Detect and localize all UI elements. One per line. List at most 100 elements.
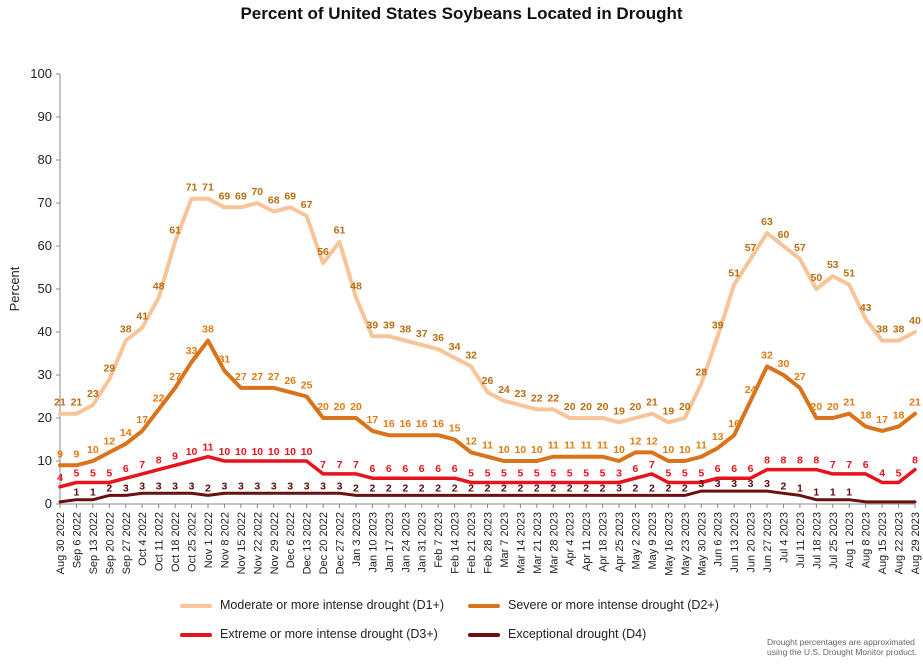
data-label: 2 xyxy=(633,482,639,494)
data-label: 6 xyxy=(633,463,639,475)
data-label: 20 xyxy=(317,401,329,413)
data-label: 27 xyxy=(251,371,263,383)
data-label: 50 xyxy=(811,272,823,284)
data-label: 5 xyxy=(665,468,671,480)
data-label: 21 xyxy=(646,397,658,409)
x-tick-label: Dec 27 2022 xyxy=(335,512,347,574)
data-label: 20 xyxy=(630,401,642,413)
data-label: 38 xyxy=(202,324,214,336)
data-label: 10 xyxy=(301,446,313,458)
data-label: 3 xyxy=(189,480,195,492)
data-label: 2 xyxy=(600,482,606,494)
x-tick-label: Oct 4 2022 xyxy=(137,512,149,566)
data-label: 5 xyxy=(74,468,80,480)
data-label: 32 xyxy=(465,349,477,361)
data-label: 2 xyxy=(550,482,556,494)
data-label: 60 xyxy=(778,229,790,241)
x-tick-label: Jul 25 2023 xyxy=(828,512,840,569)
data-label: 5 xyxy=(567,468,573,480)
data-label: 16 xyxy=(416,418,428,430)
axes: 0 10 20 30 40 50 60 70 80 90 100 Percent Aug 30 2022… xyxy=(7,66,922,576)
data-label: 48 xyxy=(350,281,362,293)
x-tick-label: Oct 25 2022 xyxy=(187,512,199,572)
data-label: 10 xyxy=(515,444,527,456)
data-label: 51 xyxy=(843,268,855,280)
data-label: 6 xyxy=(863,459,869,471)
data-label: 22 xyxy=(153,392,165,404)
data-label: 1 xyxy=(90,487,96,499)
x-tick-label: Feb 28 2023 xyxy=(483,512,495,574)
y-tick-label: 30 xyxy=(38,367,52,382)
data-label: 7 xyxy=(320,459,326,471)
y-tick-label: 0 xyxy=(45,496,52,511)
data-label: 2 xyxy=(468,482,474,494)
data-label: 7 xyxy=(353,459,359,471)
data-label: 2 xyxy=(452,482,458,494)
data-label: 2 xyxy=(583,482,589,494)
x-tick-label: Nov 1 2022 xyxy=(203,512,215,568)
data-label: 40 xyxy=(909,315,921,327)
data-label: 57 xyxy=(745,242,757,254)
data-label: 1 xyxy=(813,487,819,499)
x-tick-label: Sep 20 2022 xyxy=(104,512,116,574)
x-tick-label: Mar 28 2023 xyxy=(548,512,560,574)
data-label: 71 xyxy=(186,182,198,194)
data-label: 10 xyxy=(498,444,510,456)
data-label: 32 xyxy=(761,349,773,361)
data-label: 5 xyxy=(550,468,556,480)
footnote: Drought percentages are approximated usi… xyxy=(767,637,917,657)
data-label: 2 xyxy=(369,482,375,494)
data-label: 2 xyxy=(501,482,507,494)
data-label: 5 xyxy=(501,468,507,480)
data-label: 3 xyxy=(337,480,343,492)
data-label: 3 xyxy=(764,478,770,490)
data-label: 3 xyxy=(139,480,145,492)
data-label: 4 xyxy=(57,472,63,484)
data-label: 2 xyxy=(781,480,787,492)
x-tick-label: Apr 18 2023 xyxy=(598,512,610,572)
data-label: 27 xyxy=(794,371,806,383)
data-label: 19 xyxy=(663,405,675,417)
data-label: 2 xyxy=(435,482,441,494)
data-label: 37 xyxy=(416,328,428,340)
data-label: 69 xyxy=(284,190,296,202)
x-tick-label: Aug 30 2022 xyxy=(55,512,67,574)
data-label: 16 xyxy=(728,418,740,430)
data-label: 6 xyxy=(435,463,441,475)
data-label: 21 xyxy=(843,397,855,409)
x-tick-label: Aug 8 2023 xyxy=(861,512,873,568)
data-label: 10 xyxy=(613,444,625,456)
data-label: 3 xyxy=(748,478,754,490)
data-label: 3 xyxy=(172,480,178,492)
data-label: 3 xyxy=(320,480,326,492)
x-tick-label: May 9 2023 xyxy=(647,512,659,569)
data-label: 8 xyxy=(912,455,918,467)
data-label: 17 xyxy=(136,414,148,426)
x-tick-label: Nov 22 2022 xyxy=(252,512,264,574)
data-label: 7 xyxy=(830,459,836,471)
x-tick-label: Nov 29 2022 xyxy=(269,512,281,574)
data-label: 7 xyxy=(649,459,655,471)
x-tick-label: Jun 27 2023 xyxy=(762,512,774,573)
x-tick-label: Jan 3 2023 xyxy=(351,512,363,566)
y-tick-label: 60 xyxy=(38,238,52,253)
data-label: 23 xyxy=(515,388,527,400)
data-label: 21 xyxy=(71,397,83,409)
y-tick-label: 20 xyxy=(38,410,52,425)
data-label: 71 xyxy=(202,182,214,194)
x-tick-label: Aug 15 2023 xyxy=(877,512,889,574)
data-label: 69 xyxy=(235,190,247,202)
data-label: 5 xyxy=(534,468,540,480)
data-label: 43 xyxy=(860,302,872,314)
y-tick-label: 70 xyxy=(38,195,52,210)
data-label: 11 xyxy=(597,440,608,452)
data-label: 7 xyxy=(139,459,145,471)
data-label: 6 xyxy=(386,463,392,475)
data-label: 6 xyxy=(123,463,129,475)
x-tick-label: Oct 11 2022 xyxy=(154,512,166,571)
data-label: 16 xyxy=(383,418,395,430)
data-label: 5 xyxy=(468,468,474,480)
data-label: 38 xyxy=(120,324,132,336)
data-label: 16 xyxy=(432,418,444,430)
data-label: 18 xyxy=(860,410,872,422)
